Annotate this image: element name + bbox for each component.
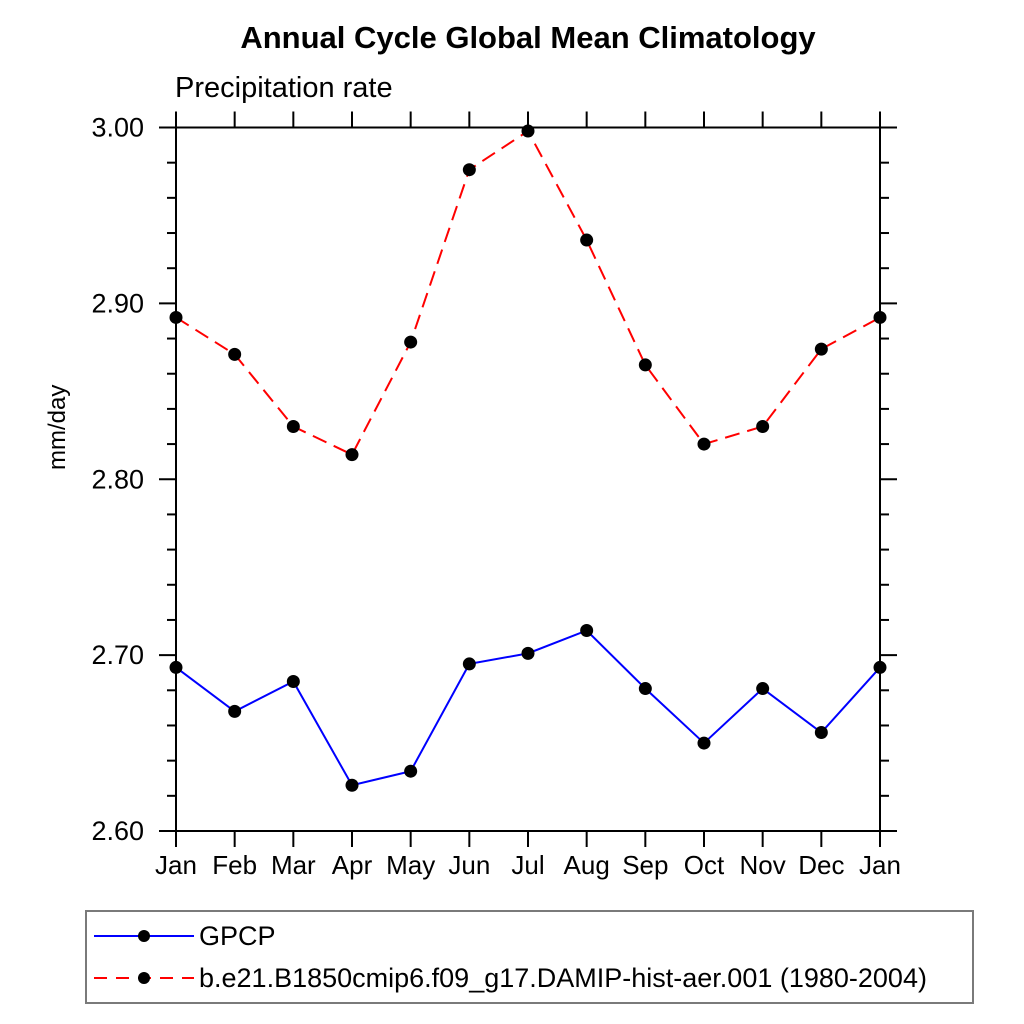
plot-frame [175,126,881,832]
legend-row-gpcp: GPCP [91,915,972,957]
data-point-marker [638,682,652,696]
x-tick-label: Mar [271,850,316,880]
x-axis-ticks-and-labels: Jan Feb Mar Apr May Jun Jul Aug Sep Oct Nov Dec Jan [155,111,901,880]
chart-subtitle: Precipitation rate [175,72,393,104]
data-point-marker [814,342,828,356]
series-line [175,129,881,456]
data-point-marker [228,347,242,361]
x-tick-label: Jul [511,850,544,880]
y-tick-label: 2.90 [91,288,144,318]
data-point-marker [228,704,242,718]
data-point-marker [286,419,300,433]
series-model [169,124,887,462]
data-point-marker [580,233,594,247]
x-tick-label: May [386,850,435,880]
series-gpcp [169,624,887,792]
x-tick-label: Sep [622,850,668,880]
x-tick-label: Feb [212,850,257,880]
data-point-marker [169,310,183,324]
y-tick-label: 2.80 [91,464,144,494]
legend: GPCP b.e21.B1850cmip6.f09_g17.DAMIP-hist… [85,910,974,1004]
data-point-marker [697,736,711,750]
legend-label-gpcp: GPCP [199,920,276,951]
data-point-marker [404,335,418,349]
x-tick-label: Aug [564,850,610,880]
data-point-marker [345,778,359,792]
x-tick-label: Jan [859,850,901,880]
y-axis-ticks-and-labels: 2.60 2.70 2.80 2.90 3.00 [91,113,897,846]
y-tick-label: 2.60 [91,816,144,846]
data-point-marker [814,726,828,740]
data-point-marker [521,124,535,138]
data-point-marker [756,419,770,433]
legend-label-model: b.e21.B1850cmip6.f09_g17.DAMIP-hist-aer.… [199,962,927,993]
x-tick-label: Jun [448,850,490,880]
data-point-marker [286,675,300,689]
x-tick-label: Nov [740,850,786,880]
data-point-marker [873,310,887,324]
data-point-marker [521,646,535,660]
data-point-marker [873,660,887,674]
data-point-marker [462,163,476,177]
data-point-marker [404,764,418,778]
chart-title: Annual Cycle Global Mean Climatology [240,20,816,55]
y-tick-label: 3.00 [91,113,144,143]
data-point-marker [462,657,476,671]
x-tick-label: Jan [155,850,197,880]
legend-row-model: b.e21.B1850cmip6.f09_g17.DAMIP-hist-aer.… [91,957,972,999]
x-tick-label: Apr [332,850,373,880]
data-point-marker [756,682,770,696]
data-point-marker [580,624,594,638]
y-tick-label: 2.70 [91,640,144,670]
x-tick-label: Oct [684,850,725,880]
data-point-marker [697,437,711,451]
x-tick-label: Dec [798,850,844,880]
data-point-marker [345,448,359,462]
legend-line-sample-gpcp [94,930,194,942]
legend-line-sample-model [94,972,194,984]
data-point-marker [169,660,183,674]
data-point-marker [638,358,652,372]
